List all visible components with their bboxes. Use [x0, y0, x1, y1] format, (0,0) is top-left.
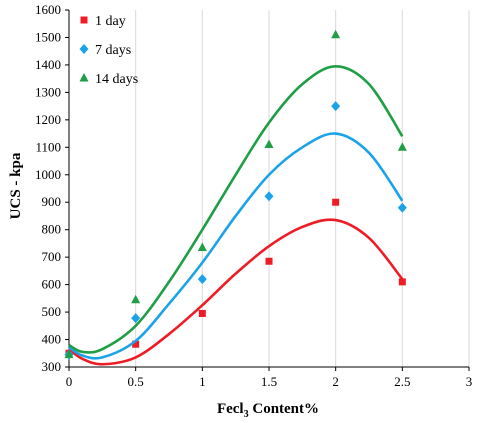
x-tick-label-0.5: 0.5 [128, 374, 144, 389]
x-tick-label-1: 1 [199, 374, 206, 389]
y-tick-label-1300: 1300 [35, 84, 61, 99]
series-1-day [65, 198, 406, 366]
y-tick-label-1200: 1200 [35, 112, 61, 127]
y-tick-label-400: 400 [42, 332, 62, 347]
data-point-1-day-2 [198, 309, 206, 317]
data-point-14-days-0 [64, 349, 74, 359]
x-tick-labels: 0 0.5 1 1.5 2 2.5 3 [66, 367, 473, 389]
data-point-14-days-3 [264, 139, 274, 149]
series-layer [64, 29, 407, 366]
data-point-14-days-5 [397, 142, 407, 151]
x-axis-title: Fecl3 Content% [217, 401, 319, 420]
legend-marker-1-day [80, 16, 88, 24]
data-point-1-day-1 [132, 340, 140, 348]
x-tick-label-3: 3 [466, 374, 473, 389]
legend-label-1-day: 1 day [95, 14, 126, 29]
data-point-14-days-1 [131, 294, 141, 304]
legend-marker-14-days [79, 73, 89, 82]
data-point-7-days-1 [131, 313, 141, 324]
legend-marker-7-days [79, 44, 89, 54]
y-tick-label-900: 900 [42, 194, 62, 209]
x-tick-label-0: 0 [66, 374, 73, 389]
data-point-7-days-3 [264, 191, 274, 202]
data-point-1-day-3 [265, 257, 273, 265]
data-point-14-days-2 [197, 242, 207, 252]
data-point-7-days-5 [397, 202, 407, 213]
y-tick-labels: 300 400 500 600 700 800 900 1000 1100 1200 1300 140… [35, 2, 69, 374]
y-tick-label-600: 600 [42, 277, 62, 292]
legend: 1 day 7 days 14 days [79, 14, 138, 87]
y-tick-label-1000: 1000 [35, 167, 61, 182]
data-point-1-day-5 [398, 278, 406, 286]
series-14-days [64, 29, 407, 359]
legend-item-1-day: 1 day [80, 14, 126, 29]
y-tick-label-300: 300 [42, 359, 62, 374]
y-axis-title: UCS - kpa [8, 152, 24, 219]
trendline-7-days [68, 132, 404, 360]
legend-label-7-days: 7 days [95, 43, 131, 58]
trendline-1-day [68, 218, 404, 366]
gridlines [135, 10, 470, 367]
legend-label-14-days: 14 days [95, 72, 138, 87]
y-tick-label-1600: 1600 [35, 2, 61, 17]
x-axis-title-sub: 3 [244, 409, 249, 420]
data-point-7-days-2 [197, 274, 207, 285]
data-point-1-day-4 [332, 198, 340, 206]
series-7-days [64, 101, 407, 360]
x-tick-label-2.5: 2.5 [394, 374, 410, 389]
legend-item-14-days: 14 days [79, 72, 138, 87]
data-point-14-days-4 [331, 29, 341, 39]
x-tick-label-1.5: 1.5 [261, 374, 277, 389]
y-tick-label-1500: 1500 [35, 29, 61, 44]
x-axis-title-tail: Content% [249, 401, 319, 417]
y-tick-label-700: 700 [42, 249, 62, 264]
data-point-7-days-4 [331, 101, 341, 112]
y-tick-label-500: 500 [42, 304, 62, 319]
legend-item-7-days: 7 days [79, 43, 131, 58]
x-tick-label-2: 2 [332, 374, 339, 389]
y-tick-label-1400: 1400 [35, 57, 61, 72]
y-tick-label-800: 800 [42, 222, 62, 237]
x-axis-title-main: Fecl [217, 401, 244, 417]
trendline-14-days [68, 64, 404, 354]
y-tick-label-1100: 1100 [35, 139, 61, 154]
